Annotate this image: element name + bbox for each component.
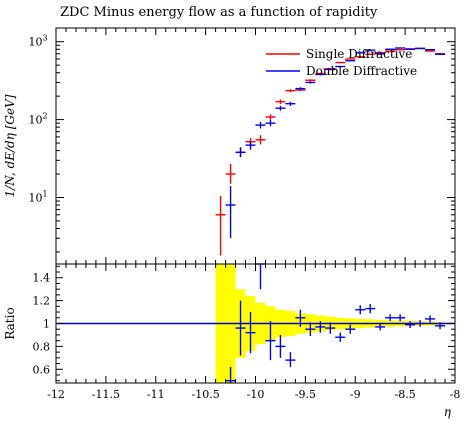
x-tick-label: -8.5: [395, 388, 416, 401]
x-tick-label: -11.5: [92, 388, 120, 401]
x-tick-label: -12: [47, 388, 65, 401]
x-tick-label: -9: [350, 388, 361, 401]
y-tick-label: 103: [28, 34, 47, 49]
ratio-panel: [56, 264, 455, 383]
ratio-y-tick-label: 1: [43, 318, 50, 331]
ratio-y-tick-label: 0.6: [33, 363, 51, 376]
x-tick-label: -10.5: [192, 388, 220, 401]
y-tick-label: 102: [28, 112, 47, 127]
ratio-y-tick-label: 0.8: [33, 340, 51, 353]
legend-label-1: Double Diffractive: [306, 64, 417, 78]
x-tick-label: -8: [450, 388, 461, 401]
chart-title: ZDC Minus energy flow as a function of r…: [60, 5, 378, 20]
x-tick-label: -10: [247, 388, 265, 401]
x-tick-label: -9.5: [295, 388, 316, 401]
ratio-y-tick-label: 1.2: [33, 295, 51, 308]
x-axis-label: η: [444, 405, 452, 419]
frames-layer: [55, 27, 456, 384]
y-tick-label: 101: [28, 189, 47, 204]
labels-layer: -12 -11.5 -11 -10.5 -10 -9.5 -9 -8.5 -8 101 102 103…: [3, 34, 460, 419]
marks-layer: [215, 47, 446, 383]
y-axis-label: 1/N, dE/dη [GeV]: [3, 94, 17, 197]
legend-label-0: Single Diffractive: [306, 47, 412, 61]
ratio-axis-label: Ratio: [3, 307, 17, 339]
ratio-y-tick-label: 1.4: [33, 272, 51, 285]
x-tick-label: -11: [147, 388, 165, 401]
